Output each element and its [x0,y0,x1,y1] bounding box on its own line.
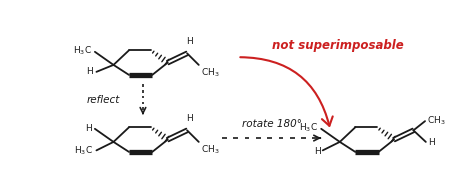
Text: H: H [186,114,193,123]
Text: H: H [87,67,93,76]
Text: $\mathregular{H_3C}$: $\mathregular{H_3C}$ [299,122,318,134]
Text: reflect: reflect [86,95,120,105]
Text: $\mathregular{CH_3}$: $\mathregular{CH_3}$ [201,66,219,79]
Text: rotate 180°: rotate 180° [242,119,301,129]
Text: not superimposable: not superimposable [273,39,404,52]
Text: H: H [186,37,193,46]
Text: H: H [85,124,92,133]
Text: $\mathregular{H_3C}$: $\mathregular{H_3C}$ [74,145,93,157]
Text: $\mathregular{CH_3}$: $\mathregular{CH_3}$ [201,143,219,156]
Text: H: H [428,138,435,147]
FancyArrowPatch shape [240,57,333,126]
Text: $\mathregular{CH_3}$: $\mathregular{CH_3}$ [428,114,446,127]
Text: H: H [314,147,320,156]
Text: $\mathregular{H_3C}$: $\mathregular{H_3C}$ [73,45,92,57]
